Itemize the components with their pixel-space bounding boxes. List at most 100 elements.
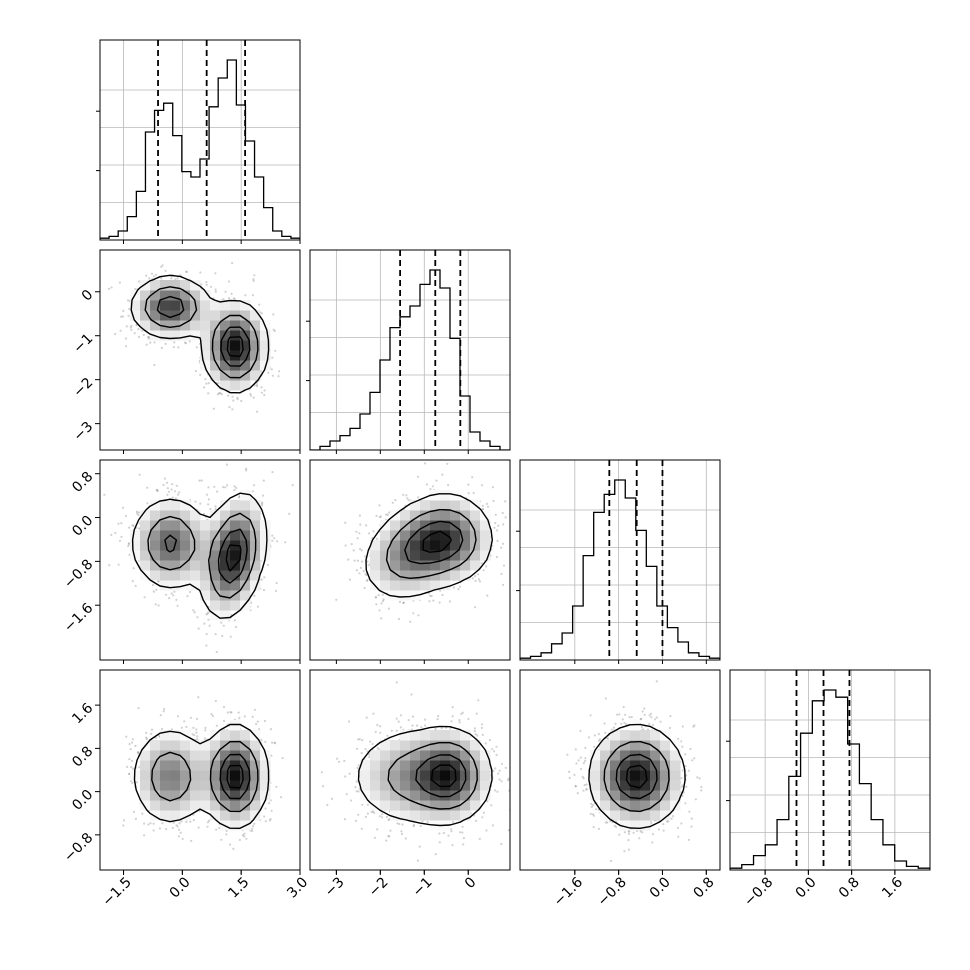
scatter-point — [228, 406, 231, 409]
scatter-point — [214, 507, 217, 511]
scatter-point — [249, 392, 252, 396]
density-cell — [210, 330, 221, 341]
scatter-point — [137, 327, 140, 331]
scatter-point — [379, 515, 382, 518]
scatter-point — [496, 529, 499, 532]
density-cell — [180, 560, 191, 571]
scatter-point — [491, 486, 495, 489]
scatter-point — [160, 346, 163, 350]
scatter-point — [137, 751, 140, 754]
scatter-point — [278, 370, 281, 373]
scatter-point — [162, 483, 165, 487]
scatter-point — [126, 299, 130, 302]
density-cell — [180, 550, 191, 561]
density-cell — [160, 330, 171, 341]
scatter-point — [220, 393, 223, 396]
scatter-point — [350, 543, 353, 546]
density-cell — [450, 550, 461, 561]
scatter-point — [207, 503, 210, 506]
scatter-point — [162, 710, 165, 713]
scatter-point — [163, 477, 167, 480]
scatter-point — [261, 504, 264, 507]
scatter-point — [366, 578, 369, 581]
scatter-point — [186, 595, 189, 598]
histogram-step-line — [310, 269, 510, 450]
scatter-point — [504, 516, 507, 519]
scatter-point — [146, 335, 150, 339]
density-cell — [230, 330, 241, 341]
scatter-point — [225, 463, 228, 466]
density-cell — [220, 610, 231, 621]
scatter-point — [372, 530, 375, 533]
density-cell — [240, 520, 251, 531]
scatter-point — [156, 489, 159, 492]
scatter-point — [467, 483, 470, 486]
scatter-point — [385, 513, 388, 516]
density-cell — [260, 540, 271, 551]
density-cell — [210, 540, 221, 551]
scatter-point — [494, 522, 497, 525]
scatter-point — [194, 369, 197, 373]
scatter-point — [209, 507, 212, 511]
scatter-point — [125, 345, 128, 348]
density-cell — [210, 530, 221, 541]
scatter-point — [467, 492, 470, 495]
scatter-point — [136, 512, 139, 515]
scatter-point — [429, 594, 432, 597]
density-cell — [200, 320, 211, 331]
scatter-point — [164, 269, 167, 272]
scatter-point — [184, 342, 188, 345]
scatter-point — [206, 821, 209, 824]
scatter-point — [493, 526, 496, 529]
density-cell — [450, 500, 461, 511]
scatter-point — [430, 595, 433, 598]
density-cell — [400, 510, 411, 521]
density-cell — [130, 540, 141, 551]
scatter-point — [446, 462, 449, 465]
density-cell — [240, 540, 251, 551]
density-cell — [140, 280, 151, 291]
density-cell — [370, 560, 381, 571]
scatter-point — [199, 373, 202, 376]
density-cell — [250, 500, 261, 511]
density-cell — [230, 600, 241, 611]
scatter-point — [267, 371, 270, 374]
density-cell — [140, 290, 151, 301]
density-cell — [200, 560, 211, 571]
density-cell — [240, 560, 251, 571]
density-cell — [230, 570, 241, 581]
density-cell — [220, 330, 231, 341]
scatter-point — [431, 485, 434, 488]
density-cell — [250, 320, 261, 331]
scatter-point — [252, 396, 255, 399]
scatter-point — [143, 596, 146, 599]
density-cell — [430, 520, 441, 531]
density-cell — [240, 590, 251, 601]
density-cell — [150, 530, 161, 541]
joint-panel-2-1 — [335, 462, 510, 623]
density-cell — [250, 350, 261, 361]
scatter-point — [374, 596, 377, 599]
contour-line — [164, 528, 248, 584]
scatter-point — [365, 579, 368, 583]
scatter-point — [275, 582, 278, 585]
histogram-panel-2 — [520, 460, 720, 660]
scatter-point — [352, 549, 355, 552]
scatter-point — [500, 572, 503, 576]
scatter-point — [263, 576, 266, 579]
scatter-point — [276, 540, 279, 543]
scatter-point — [171, 483, 174, 486]
scatter-point — [253, 274, 256, 277]
density-cell — [140, 510, 151, 521]
scatter-point — [145, 274, 148, 277]
scatter-point — [157, 580, 160, 583]
scatter-point — [205, 382, 208, 385]
scatter-point — [110, 286, 113, 289]
scatter-point — [262, 479, 265, 482]
scatter-point — [471, 577, 474, 580]
scatter-point — [176, 277, 179, 280]
density-cell — [380, 540, 391, 551]
joint-frame — [99, 459, 301, 661]
scatter-point — [274, 589, 278, 593]
scatter-point — [236, 398, 239, 401]
